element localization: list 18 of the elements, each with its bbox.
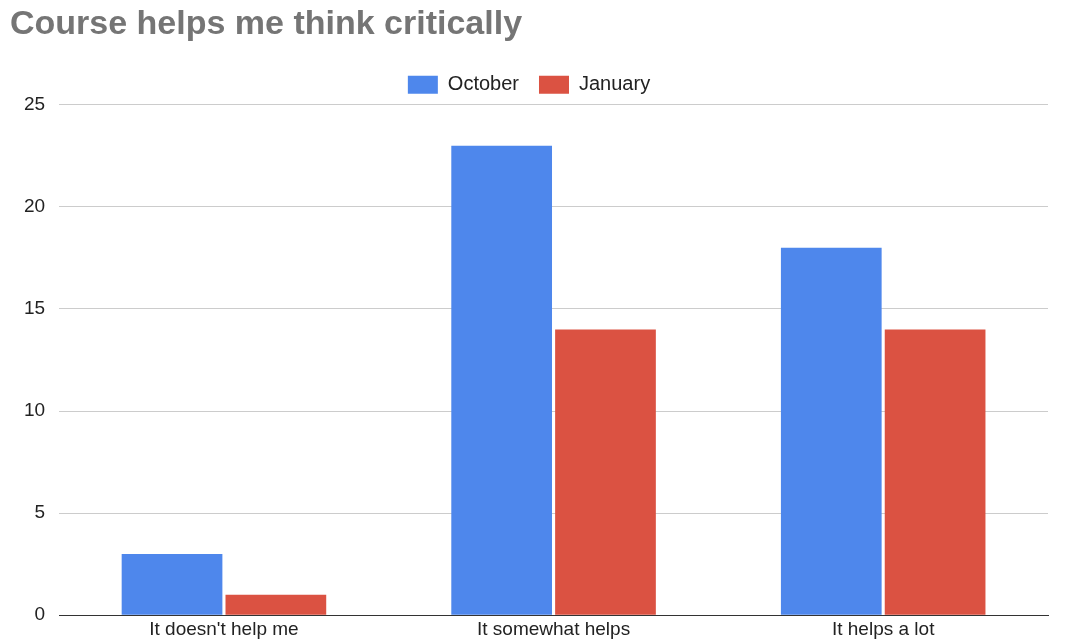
y-tick-label: 0 — [34, 603, 46, 625]
y-tick-label: 10 — [23, 399, 46, 421]
bar — [555, 329, 656, 615]
y-tick-label: 20 — [23, 195, 46, 217]
bar — [121, 553, 223, 615]
x-tick-label: It helps a lot — [831, 617, 936, 639]
bar — [451, 145, 553, 615]
y-tick-label: 25 — [23, 93, 46, 115]
x-tick-label: It doesn't help me — [149, 617, 299, 639]
x-tick-label: It somewhat helps — [477, 617, 631, 639]
bar — [225, 594, 327, 615]
y-tick-label: 5 — [34, 501, 46, 523]
bar — [884, 329, 986, 615]
y-tick-label: 15 — [23, 297, 46, 319]
legend-label: January — [579, 72, 651, 95]
bar — [780, 247, 882, 615]
chart-title: Course helps me think critically — [10, 2, 523, 41]
legend-label: October — [447, 72, 520, 95]
